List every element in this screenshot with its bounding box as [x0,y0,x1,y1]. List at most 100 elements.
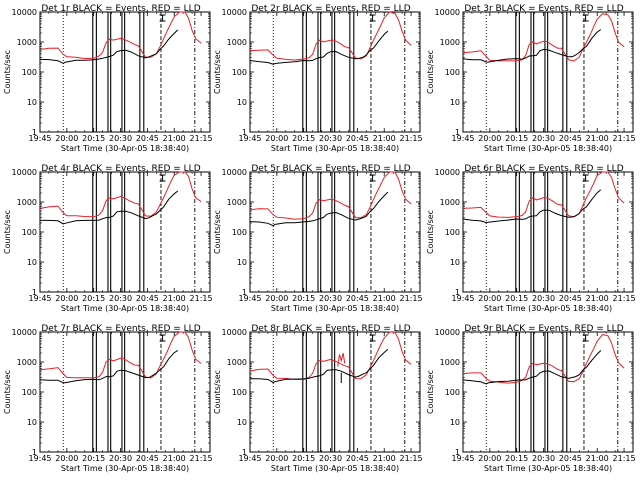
events-series-line [462,189,602,224]
panel-3: Det 3r BLACK = Events, RED = LLD 1 10 100 10… [426,4,636,153]
x-tick-label: 20:30 [109,134,132,143]
x-tick-label: 20:30 [109,454,132,463]
x-tick-label: 19:45 [28,134,51,143]
x-tick-label: 20:30 [532,294,555,303]
y-axis-label: Counts/sec [3,370,12,414]
y-tick-label: 1 [32,288,37,297]
y-tick-label: 100 [232,68,247,77]
x-tick-label: 21:15 [400,294,423,303]
x-tick-label: 20:45 [559,294,582,303]
x-tick-label: 21:00 [586,134,609,143]
x-axis-label: Start Time (30-Apr-05 18:38:40) [484,144,612,153]
x-tick-label: 19:45 [28,294,51,303]
x-tick-label: 20:00 [265,454,288,463]
y-tick-label: 1 [32,128,37,137]
y-tick-label: 1000 [440,198,460,207]
y-tick-label: 100 [22,388,37,397]
y-tick-label: 1000 [17,198,37,207]
x-tick-label: 21:15 [190,134,213,143]
panel-6: Det 6r BLACK = Events, RED = LLD 1 10 100 10… [426,164,636,313]
lld-series-line [249,171,412,220]
x-tick-label: 21:15 [613,454,636,463]
x-tick-label: 20:00 [55,134,78,143]
x-tick-label: 21:00 [163,134,186,143]
x-tick-label: 19:45 [238,134,261,143]
y-tick-label: 1 [455,288,460,297]
lld-series-line [39,171,202,218]
x-tick-label: 20:45 [136,134,159,143]
y-axis-label: Counts/sec [3,50,12,94]
x-tick-label: 20:30 [319,134,342,143]
y-tick-label: 10000 [12,8,37,17]
y-tick-label: 10 [27,418,37,427]
x-tick-label: 19:45 [238,294,261,303]
y-tick-label: 10000 [222,328,247,337]
panel-title: Det 3r BLACK = Events, RED = LLD [464,4,623,14]
y-tick-label: 100 [22,68,37,77]
y-tick-label: 1 [32,448,37,457]
y-tick-label: 10 [27,258,37,267]
y-axis-label: Counts/sec [426,370,435,414]
marker-bracket [582,174,589,182]
x-tick-label: 19:45 [451,134,474,143]
lld-series-line [39,331,202,379]
y-axis-label: Counts/sec [3,210,12,254]
y-tick-label: 1000 [440,38,460,47]
y-tick-label: 100 [22,228,37,237]
y-tick-label: 10000 [12,328,37,337]
x-tick-label: 20:00 [265,134,288,143]
x-tick-label: 20:45 [346,134,369,143]
y-tick-label: 1000 [227,358,247,367]
y-tick-label: 10 [237,258,247,267]
panel-8: Det 8r BLACK = Events, RED = LLD 1 10 100 10… [213,324,423,473]
panel-title: Det 1r BLACK = Events, RED = LLD [41,4,200,14]
x-tick-label: 21:15 [400,134,423,143]
x-tick-label: 20:15 [292,134,315,143]
x-tick-label: 21:00 [163,294,186,303]
x-tick-label: 19:45 [28,454,51,463]
panel-title: Det 9r BLACK = Events, RED = LLD [464,324,623,334]
events-series-line [249,348,389,384]
x-axis-label: Start Time (30-Apr-05 18:38:40) [61,464,189,473]
marker-bracket [369,334,376,342]
x-tick-label: 20:15 [292,294,315,303]
y-tick-label: 1 [242,128,247,137]
x-tick-label: 20:45 [559,134,582,143]
x-tick-label: 20:45 [346,454,369,463]
marker-bracket [159,174,166,182]
x-tick-label: 19:45 [451,454,474,463]
x-tick-label: 20:30 [532,134,555,143]
y-tick-label: 10 [27,98,37,107]
x-tick-label: 20:00 [478,454,501,463]
x-tick-label: 19:45 [238,454,261,463]
panel-title: Det 6r BLACK = Events, RED = LLD [464,164,623,174]
panel-title: Det 4r BLACK = Events, RED = LLD [41,164,200,174]
x-tick-label: 21:15 [400,454,423,463]
y-tick-label: 100 [445,68,460,77]
y-tick-label: 100 [232,388,247,397]
y-tick-label: 1 [242,448,247,457]
x-tick-label: 20:45 [136,294,159,303]
x-tick-label: 21:00 [586,454,609,463]
x-tick-label: 20:15 [505,454,528,463]
y-tick-label: 1000 [440,358,460,367]
x-tick-label: 20:00 [478,294,501,303]
events-series-line [40,190,179,225]
x-axis-label: Start Time (30-Apr-05 18:38:40) [484,304,612,313]
x-tick-label: 20:00 [265,294,288,303]
y-tick-label: 100 [445,228,460,237]
x-tick-label: 20:00 [55,454,78,463]
lld-spike [337,352,346,367]
panel-title: Det 8r BLACK = Events, RED = LLD [251,324,410,334]
y-tick-label: 10000 [222,168,247,177]
x-tick-label: 20:45 [136,454,159,463]
y-axis-label: Counts/sec [426,50,435,94]
panel-1: Det 1r BLACK = Events, RED = LLD 1 10 100 10… [3,4,213,153]
x-tick-label: 20:15 [82,454,105,463]
x-tick-label: 21:15 [613,134,636,143]
events-series-line [39,349,179,384]
y-tick-label: 10 [237,418,247,427]
x-tick-label: 20:30 [319,454,342,463]
y-tick-label: 10000 [435,168,460,177]
